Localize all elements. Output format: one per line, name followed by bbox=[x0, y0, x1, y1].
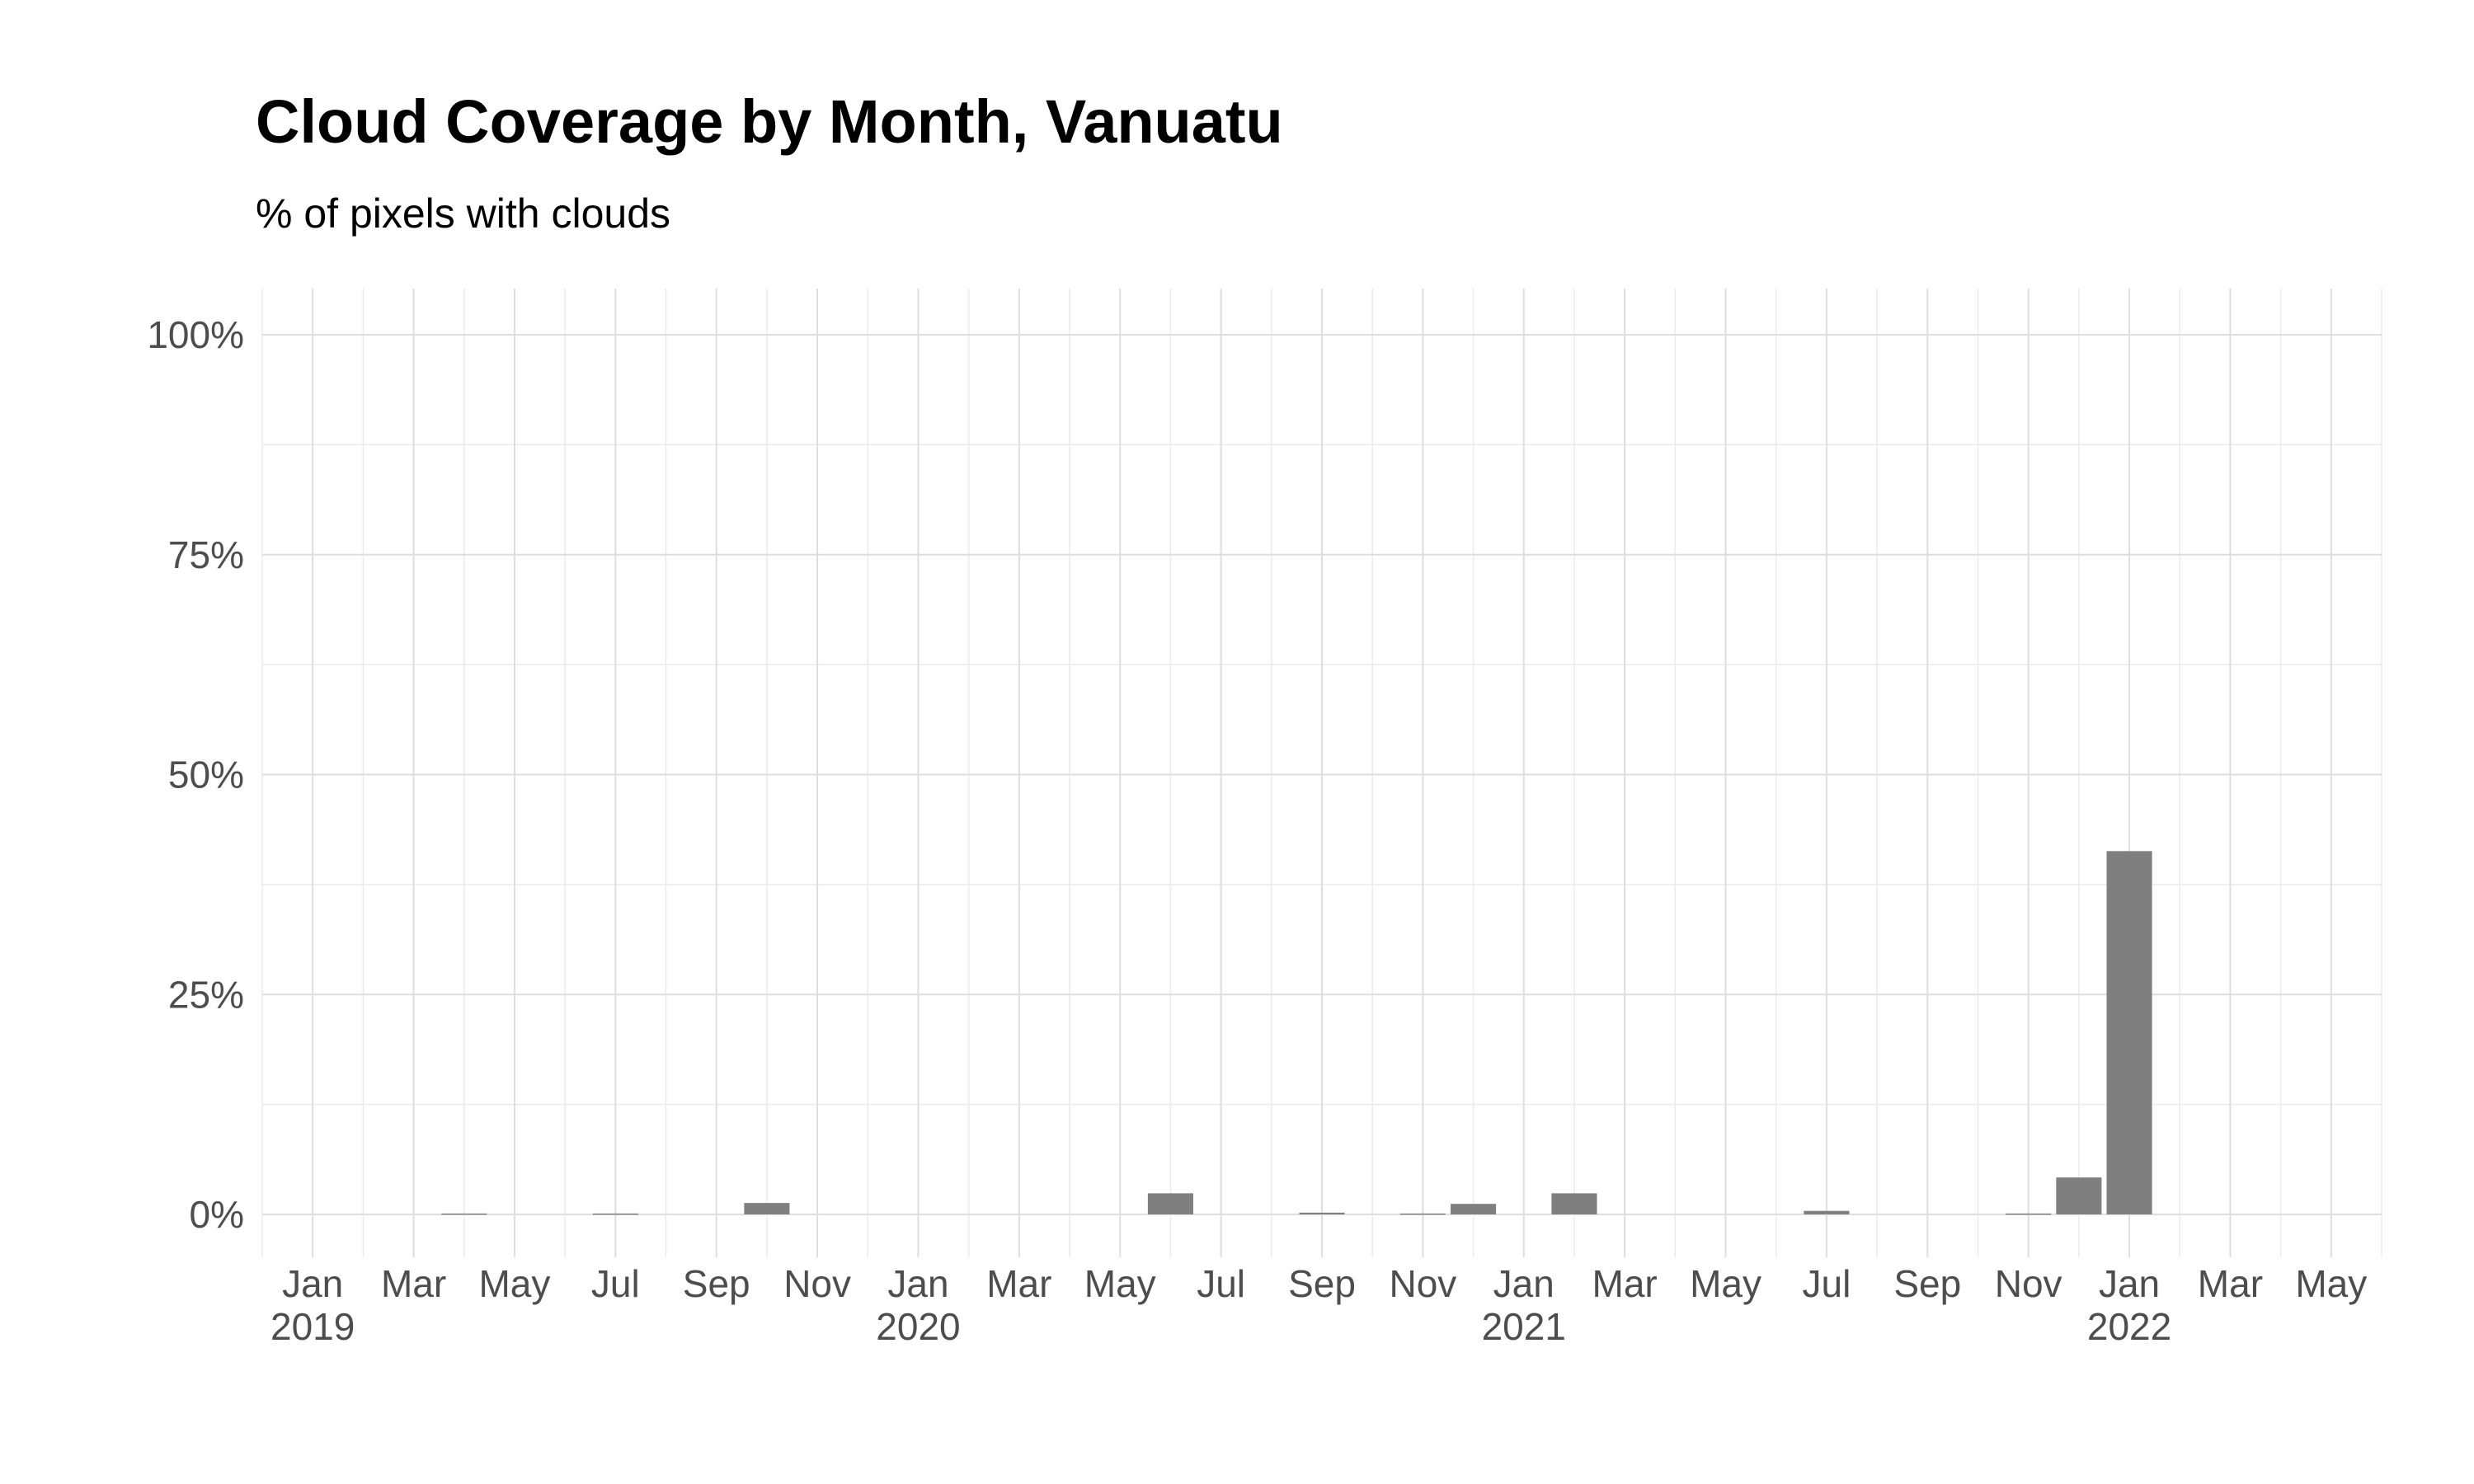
x-tick-label: Mar bbox=[2198, 1262, 2263, 1305]
x-tick-label: Jul bbox=[591, 1262, 640, 1305]
bar bbox=[1551, 1193, 1597, 1214]
x-tick-label: Sep bbox=[1893, 1262, 1961, 1305]
bar bbox=[1804, 1210, 1850, 1214]
x-tick-label: Jan bbox=[887, 1262, 948, 1305]
bar bbox=[2006, 1213, 2052, 1215]
y-axis-ticks: 0% 25% 50% 75% 100% bbox=[147, 313, 244, 1236]
bar-layer bbox=[441, 851, 2152, 1215]
bar bbox=[441, 1213, 487, 1215]
y-tick-label: 50% bbox=[168, 754, 244, 796]
bar bbox=[2056, 1177, 2102, 1214]
x-tick-label: Sep bbox=[1288, 1262, 1356, 1305]
x-tick-label: Mar bbox=[381, 1262, 446, 1305]
x-tick-label: Nov bbox=[1995, 1262, 2062, 1305]
x-tick-label: Mar bbox=[1592, 1262, 1658, 1305]
grid-layer bbox=[261, 289, 2382, 1257]
x-tick-label: May bbox=[1084, 1262, 1156, 1305]
bar bbox=[1299, 1212, 1345, 1214]
x-tick-label: Jan bbox=[2099, 1262, 2160, 1305]
x-tick-year-label: 2021 bbox=[1482, 1305, 1566, 1348]
x-tick-year-label: 2019 bbox=[270, 1305, 355, 1348]
x-tick-label: Mar bbox=[986, 1262, 1051, 1305]
x-tick-label: May bbox=[2295, 1262, 2367, 1305]
y-tick-label: 100% bbox=[147, 313, 244, 356]
chart-title: Cloud Coverage by Month, Vanuatu bbox=[256, 87, 1283, 156]
x-tick-label: May bbox=[478, 1262, 550, 1305]
chart-subtitle: % of pixels with clouds bbox=[256, 190, 671, 237]
x-tick-label: Jul bbox=[1802, 1262, 1851, 1305]
y-tick-label: 0% bbox=[190, 1193, 244, 1236]
bar bbox=[2106, 851, 2152, 1214]
bar bbox=[744, 1203, 790, 1214]
bar bbox=[1451, 1204, 1497, 1214]
x-tick-year-label: 2020 bbox=[876, 1305, 960, 1348]
y-tick-label: 75% bbox=[168, 533, 244, 576]
x-tick-label: Jan bbox=[1493, 1262, 1554, 1305]
y-tick-label: 25% bbox=[168, 973, 244, 1016]
x-tick-label: Jan bbox=[282, 1262, 343, 1305]
bar bbox=[1147, 1193, 1193, 1214]
x-tick-year-label: 2022 bbox=[2087, 1305, 2171, 1348]
x-tick-label: Sep bbox=[683, 1262, 750, 1305]
x-tick-label: Nov bbox=[783, 1262, 851, 1305]
x-tick-label: Nov bbox=[1389, 1262, 1456, 1305]
x-tick-label: May bbox=[1690, 1262, 1761, 1305]
x-tick-label: Jul bbox=[1197, 1262, 1245, 1305]
bar bbox=[1399, 1213, 1446, 1215]
bar bbox=[592, 1213, 638, 1215]
